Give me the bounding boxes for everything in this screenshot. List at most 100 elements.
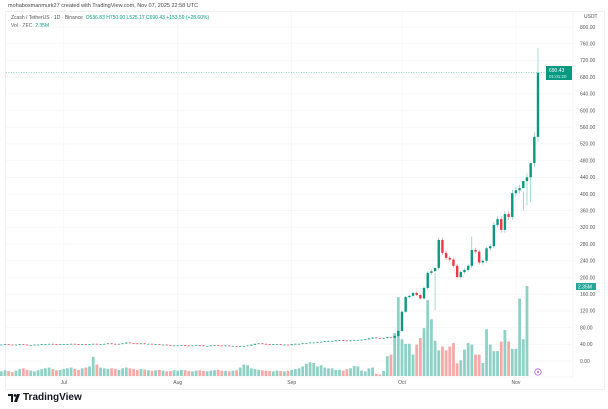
volume-bar [448,346,452,376]
symbol-title[interactable]: Zcash / TetherUS · 1D · Binance [11,15,83,21]
candle-body [408,295,411,298]
candle-body [305,343,308,344]
volume-bar [404,343,408,376]
volume-bar [18,369,22,376]
volume-bar [32,371,36,376]
time-axis-label: Aug [173,380,182,386]
volume-bar [507,341,510,376]
candle-body [231,345,235,347]
candle-body [485,248,488,261]
candle-body [110,343,113,345]
volume-bar [499,341,503,376]
volume-bar [293,369,297,376]
candle-body [294,343,297,345]
tradingview-logo-icon [8,393,20,402]
volume-bar [135,369,139,376]
price-tick-label: 720.00 [580,58,596,64]
candle-body [77,344,80,345]
volume-bar [466,343,470,376]
volume-bar [356,366,360,376]
candle-body [389,337,393,338]
volume-bar [132,369,136,376]
candle-body [382,338,385,339]
candle-body [80,344,84,345]
price-tick-label: 440.00 [580,175,596,181]
candle-body [489,246,492,249]
volume-bar [260,370,264,376]
candle-body [114,343,117,345]
volume-bar [481,362,485,376]
time-axis-label: Oct [398,380,406,386]
tradingview-logo[interactable]: TradingView [8,392,82,403]
candle-body [470,249,474,266]
volume-bar [459,360,463,376]
price-tick-label: 240.00 [580,259,596,265]
candle-body [25,344,29,346]
candle-body [58,344,62,345]
candle-body [66,344,69,345]
volume-bar [463,349,466,376]
volume-bar [0,371,3,376]
volume-bar [514,348,518,376]
candle-body [474,249,477,252]
volume-bar [102,368,106,376]
volume-bar [441,346,444,376]
candle-body [103,343,106,345]
volume-bar [374,373,378,376]
candle-body [511,193,514,217]
volume-badge: 2.35M [576,283,596,291]
volume-bar [99,367,102,376]
volume-bar [268,371,272,376]
candle-body [246,345,249,347]
time-axis-label: Jul [61,380,67,386]
volume-bar [25,369,29,376]
price-tick-label: 0.00 [580,359,590,365]
candle-body [477,251,481,263]
volume-bar [345,369,349,376]
candle-body [3,344,7,345]
candle-body [228,345,231,347]
volume-bar [452,343,455,376]
candle-body [518,188,521,191]
volume-bar [146,370,150,376]
volume-bar [124,367,128,376]
volume-bar [47,367,51,376]
candle-body [125,342,128,344]
volume-bar [202,371,205,376]
volume-bar [106,368,110,376]
candle-body [386,337,389,339]
candle-body [522,181,525,189]
candle-body [371,337,374,339]
currency-label[interactable]: USDT [584,14,598,20]
candle-body [169,345,172,346]
candle-body [106,343,110,345]
candle-body [165,344,168,346]
volume-bar [121,368,125,376]
volume-bar [84,367,88,376]
volume-bar [7,371,11,376]
candle-body [349,340,352,342]
volume-bar [183,370,187,376]
volume-bar [249,368,253,376]
volume-bar [29,370,33,376]
volume-bar [521,339,525,376]
candle-body [338,340,341,341]
volume-bar [378,374,382,376]
candle-body [194,345,198,346]
volume-bar [36,370,40,376]
candle-body [121,343,124,345]
volume-bar [253,369,257,376]
event-marker-icon[interactable] [534,368,542,376]
candle-body [364,339,367,340]
volume-label[interactable]: Vol · ZEC [11,23,33,29]
candle-body [536,72,540,137]
candle-body [253,343,257,345]
candle-body [220,345,224,347]
volume-bar [238,367,242,376]
candle-body [33,344,36,346]
chart-pane[interactable] [5,11,605,390]
candle-body [143,343,146,345]
volume-bar [407,343,411,376]
candle-body [437,239,440,268]
